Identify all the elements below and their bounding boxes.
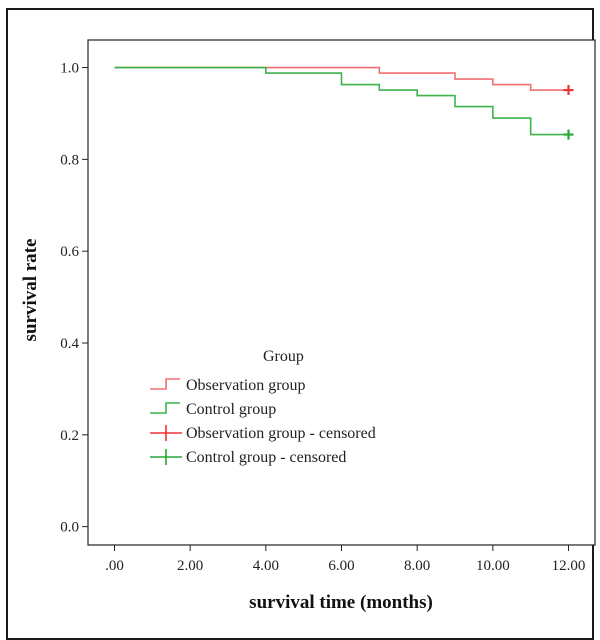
- y-axis-title: survival rate: [20, 239, 41, 342]
- legend-label: Control group: [186, 401, 276, 418]
- y-axis: 0.0 0.2 0.4 0.6 0.8 1.0: [60, 61, 88, 536]
- legend-swatch: [150, 449, 182, 465]
- x-tick-label: 8.00: [404, 558, 430, 574]
- y-tick-label: 0.0: [60, 520, 79, 536]
- y-tick-label: 0.6: [60, 244, 79, 260]
- y-tick-label: 0.4: [60, 336, 79, 352]
- x-tick-label: 6.00: [328, 558, 354, 574]
- x-tick-label: .00: [105, 558, 124, 574]
- x-axis-title: survival time (months): [249, 592, 433, 613]
- legend-swatch: [150, 378, 180, 390]
- y-tick-label: 0.8: [60, 152, 79, 168]
- legend-swatch: [150, 425, 182, 441]
- legend-label: Observation group - censored: [186, 425, 376, 442]
- x-tick-label: 10.00: [476, 558, 510, 574]
- legend-label: Observation group: [186, 377, 306, 394]
- censor-mark: [563, 129, 574, 140]
- y-tick-label: 1.0: [60, 61, 79, 77]
- censor-mark: [563, 85, 574, 96]
- x-tick-label: 2.00: [177, 558, 203, 574]
- legend: Group Observation group Control group Obse…: [150, 348, 376, 466]
- legend-label: Control group - censored: [186, 449, 346, 466]
- x-axis: .00 2.00 4.00 6.00 8.00 10.00 12.00: [105, 545, 585, 574]
- legend-title: Group: [263, 348, 304, 365]
- censor-marks: [563, 85, 574, 140]
- legend-swatch: [150, 402, 180, 414]
- y-tick-label: 0.2: [60, 428, 79, 444]
- series-lines: [114, 66, 569, 136]
- series-line: [114, 66, 569, 136]
- x-tick-label: 4.00: [253, 558, 279, 574]
- series-line: [114, 66, 569, 91]
- plot-area: [87, 39, 596, 546]
- x-tick-label: 12.00: [552, 558, 586, 574]
